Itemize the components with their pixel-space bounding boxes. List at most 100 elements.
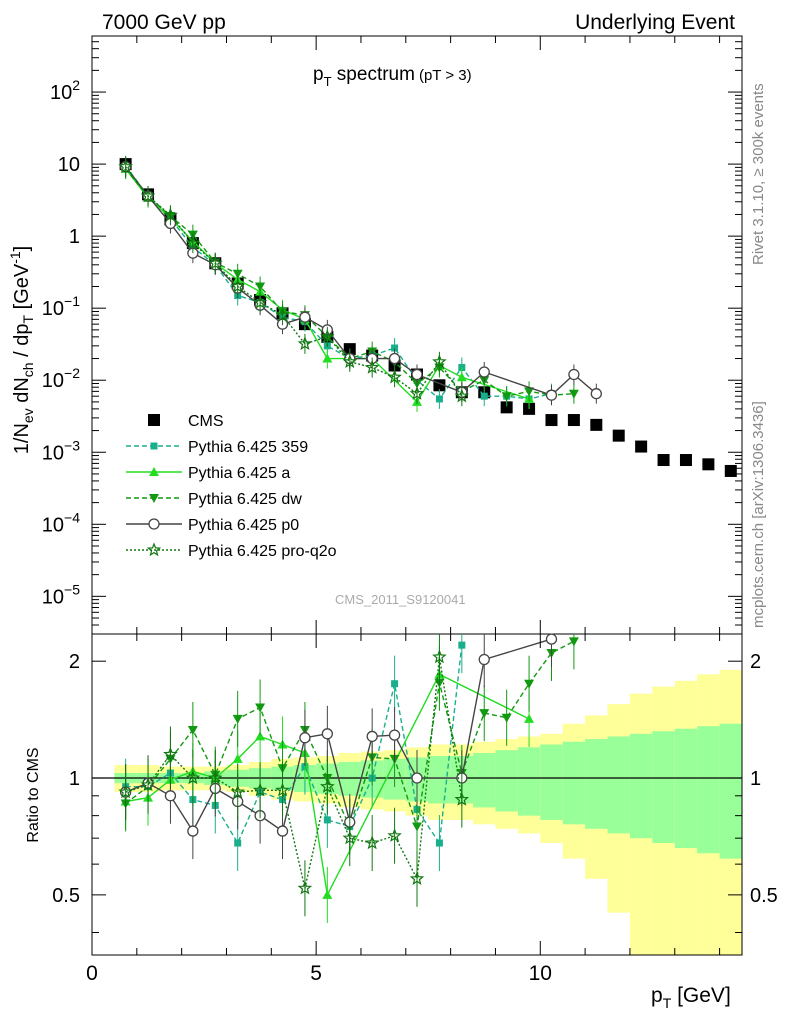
data-point [501, 392, 512, 402]
ratio-point [366, 730, 378, 743]
x-tick-label: 5 [310, 962, 322, 985]
data-point [364, 359, 380, 374]
ratio-point [342, 830, 358, 845]
data-point [208, 255, 223, 270]
ratio-y-tick-label-right: 0.5 [750, 885, 778, 907]
legend-item: Pythia 6.425 dw [126, 491, 302, 508]
ratio-band-inner [719, 723, 742, 859]
ratio-point [187, 725, 198, 735]
data-point [435, 395, 443, 403]
data-point [500, 401, 513, 414]
data-point [456, 372, 467, 382]
legend-label: Pythia 6.425 359 [188, 439, 308, 456]
data-point [480, 392, 488, 400]
data-point [140, 188, 156, 203]
ratio-uncertainty-bands [114, 669, 742, 955]
header-left-label: 7000 GeV pp [102, 11, 226, 34]
legend-marker [149, 494, 159, 503]
data-point [679, 454, 692, 467]
series-pythia-6-425-p0 [119, 156, 602, 406]
series-pythia-6-425-a [120, 158, 535, 412]
ratio-point [252, 782, 268, 797]
legend-item: CMS [148, 413, 224, 430]
data-point [724, 464, 737, 477]
ratio-point [299, 732, 311, 744]
legend-item: Pythia 6.425 p0 [126, 517, 299, 534]
data-point [568, 368, 580, 381]
legend-item: Pythia 6.425 a [126, 465, 290, 482]
ratio-point [479, 709, 490, 719]
rivet-version-label: Rivet 3.1.10, ≥ 300k events [750, 83, 767, 265]
y-axis-label-ratio: Ratio to CMS [25, 747, 42, 842]
data-point [567, 414, 580, 427]
legend-marker [150, 442, 158, 450]
chart-title: pT spectrum (pT > 3) [313, 64, 472, 89]
data-point [388, 352, 401, 365]
legend-marker [148, 518, 160, 530]
data-point [252, 294, 268, 309]
chart-title-rest: spectrum [332, 64, 415, 85]
ratio-band-inner [607, 736, 630, 834]
mcplots-label: mcplots.cern.ch [arXiv:1306.3436] [750, 401, 767, 628]
ratio-point [276, 825, 289, 837]
x-axis-label: pT [GeV] [651, 984, 731, 1011]
legend-item: Pythia 6.425 pro-q2o [126, 542, 337, 560]
data-point [391, 344, 399, 352]
legend-marker [146, 542, 162, 557]
ratio-band-inner [338, 761, 361, 796]
analysis-watermark: CMS_2011_S9120041 [335, 592, 466, 607]
ratio-point [568, 637, 579, 647]
ratio-point [387, 828, 402, 842]
chart-title-sub: T [324, 74, 332, 89]
ratio-point [187, 825, 199, 837]
data-point [635, 440, 648, 453]
data-point [409, 386, 425, 400]
data-point [568, 389, 579, 399]
ratio-point [412, 822, 422, 832]
data-point [387, 369, 402, 384]
data-point [299, 311, 311, 323]
ratio-band-inner [674, 728, 698, 849]
ratio-point [255, 703, 266, 713]
legend-label: Pythia 6.425 a [188, 465, 290, 482]
series-line [125, 165, 552, 400]
ratio-point [323, 816, 331, 824]
x-tick-label: 0 [86, 962, 98, 985]
legend-label: Pythia 6.425 pro-q2o [188, 543, 337, 560]
ratio-point [409, 871, 425, 886]
ratio-point [364, 835, 380, 850]
ratio-point [275, 782, 290, 797]
data-point [612, 429, 625, 442]
data-point [545, 389, 558, 401]
ratio-point [322, 889, 333, 899]
data-point [118, 159, 133, 173]
ratio-point [320, 779, 335, 793]
y-tick-label: 10−5 [42, 581, 80, 608]
legend: CMS Pythia 6.425 359 Pythia 6.425 a Pythia … [126, 413, 337, 560]
legend-label: Pythia 6.425 dw [188, 491, 302, 508]
ratio-band-inner [652, 731, 675, 844]
series-line [125, 166, 597, 396]
ratio-point [164, 790, 177, 802]
ratio-point [454, 791, 470, 806]
data-point [275, 307, 290, 322]
ratio-point [458, 641, 466, 649]
ratio-point [478, 653, 490, 666]
data-point [255, 282, 266, 292]
data-point [478, 366, 490, 378]
ratio-point [391, 680, 399, 688]
data-point [163, 207, 178, 222]
ratio-point [232, 753, 243, 763]
ratio-point [232, 714, 243, 724]
ratio-point [411, 772, 423, 784]
legend-label: CMS [188, 413, 224, 430]
ratio-y-tick-label: 2 [69, 651, 80, 673]
legend-marker [149, 467, 159, 476]
ratio-band-inner [697, 726, 720, 854]
y-tick-label: 10−3 [42, 437, 80, 464]
data-point [657, 454, 670, 467]
data-point [232, 269, 243, 279]
data-point [342, 354, 358, 369]
legend-item: Pythia 6.425 359 [126, 439, 308, 456]
